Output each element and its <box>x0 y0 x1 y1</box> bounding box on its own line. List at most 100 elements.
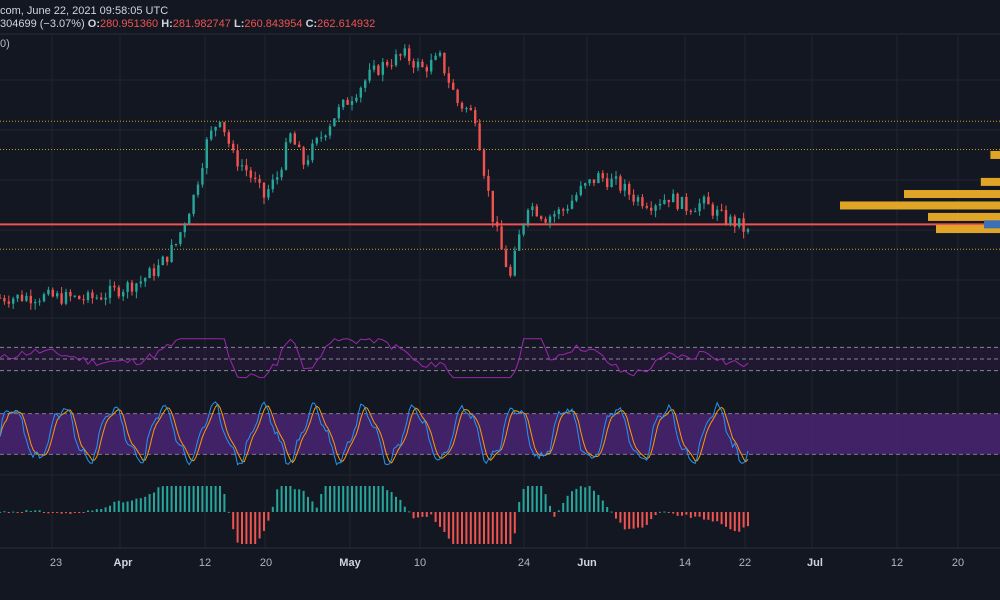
macd-bar <box>610 511 613 513</box>
candle-body <box>306 160 310 165</box>
open-label: O: <box>87 18 100 30</box>
candle-body <box>284 142 288 170</box>
time-axis[interactable]: 23 Apr 12 20 May 10 24 Jun 14 22 Jul 12 20 <box>50 557 964 569</box>
macd-bar <box>632 512 635 529</box>
macd-bar <box>276 489 279 512</box>
macd-bar <box>60 512 63 514</box>
macd-bar <box>69 512 72 514</box>
candle-body <box>368 69 371 81</box>
time-axis-label: 10 <box>414 557 426 569</box>
candle-body <box>51 289 54 297</box>
candle-body <box>562 209 565 211</box>
macd-bar <box>197 486 199 512</box>
macd-bar <box>144 496 147 512</box>
macd-bar <box>7 512 10 513</box>
candle-body <box>632 194 635 202</box>
macd-bar <box>113 501 116 512</box>
candle-body <box>394 54 398 66</box>
candle-body <box>377 65 380 75</box>
candle-body <box>108 285 112 298</box>
candle-body <box>518 234 521 251</box>
candle-body <box>47 289 50 295</box>
macd-bar <box>703 512 705 520</box>
stoch-k-line <box>0 401 749 466</box>
candle-body <box>658 203 662 206</box>
candle-body <box>650 207 653 211</box>
macd-bar <box>738 512 741 532</box>
candle-body <box>289 133 292 143</box>
candle-body <box>509 266 512 276</box>
rsi-pane <box>0 338 1000 379</box>
candle-body <box>729 216 732 224</box>
candle-body <box>386 62 389 66</box>
macd-bar <box>0 511 1 513</box>
candle-body <box>540 216 543 219</box>
candle-body <box>531 206 534 211</box>
candle-body <box>201 168 204 185</box>
macd-bar <box>315 507 318 512</box>
candle-body <box>42 294 46 302</box>
candle-body <box>276 177 279 180</box>
candle-body <box>56 293 59 297</box>
macd-bar <box>707 512 710 520</box>
candle-body <box>232 143 235 151</box>
volume-profile <box>840 150 1000 234</box>
candle-body <box>592 179 596 184</box>
candle-body <box>685 196 688 211</box>
candle-body <box>553 214 556 217</box>
macd-bar <box>78 512 81 513</box>
candle-body <box>333 118 336 127</box>
macd-bar <box>210 486 213 512</box>
candle-body <box>491 190 494 222</box>
macd-bar <box>606 506 609 512</box>
macd-bar <box>100 508 103 512</box>
macd-bar <box>337 486 340 512</box>
macd-bar <box>109 505 111 512</box>
candle-body <box>443 52 446 74</box>
candle-body <box>152 268 156 276</box>
candle-body <box>496 221 499 227</box>
ohlc-readout: 304699 (−3.07%) O:280.951360 H:281.98274… <box>0 17 375 31</box>
candle-body <box>271 179 274 190</box>
candle-body <box>337 107 340 119</box>
macd-bar <box>637 512 639 528</box>
candle-body <box>3 297 6 302</box>
macd-bar <box>742 512 745 528</box>
macd-bar <box>126 501 129 512</box>
macd-bar <box>522 488 525 512</box>
candle-body <box>667 199 670 203</box>
candle-body <box>614 176 618 179</box>
macd-bar <box>346 486 349 512</box>
candle-body <box>364 80 367 88</box>
rsi-line <box>0 338 749 379</box>
macd-bar <box>333 486 336 512</box>
candlesticks[interactable] <box>0 44 750 310</box>
candle-body <box>25 295 28 301</box>
macd-bar <box>320 494 323 512</box>
macd-bar <box>412 512 415 519</box>
candle-body <box>412 61 415 68</box>
candle-body <box>302 147 305 165</box>
macd-bar <box>214 486 217 512</box>
candle-body <box>548 216 552 223</box>
macd-bar <box>593 490 595 512</box>
macd-bar <box>716 512 719 522</box>
volume-profile-bar <box>980 177 1000 186</box>
macd-bar <box>21 512 23 513</box>
macd-bar <box>3 511 6 513</box>
macd-bar <box>342 486 345 512</box>
macd-bar <box>302 490 305 512</box>
macd-bar <box>47 512 50 514</box>
candle-body <box>588 179 591 184</box>
macd-bar <box>562 502 565 512</box>
macd-bar <box>298 489 301 512</box>
candle-body <box>381 62 384 75</box>
candle-body <box>342 99 345 108</box>
macd-bar <box>16 512 19 513</box>
candle-body <box>350 101 354 105</box>
macd-bar <box>588 486 591 512</box>
candle-body <box>711 204 714 216</box>
candle-body <box>267 189 270 198</box>
macd-bar <box>439 512 441 527</box>
